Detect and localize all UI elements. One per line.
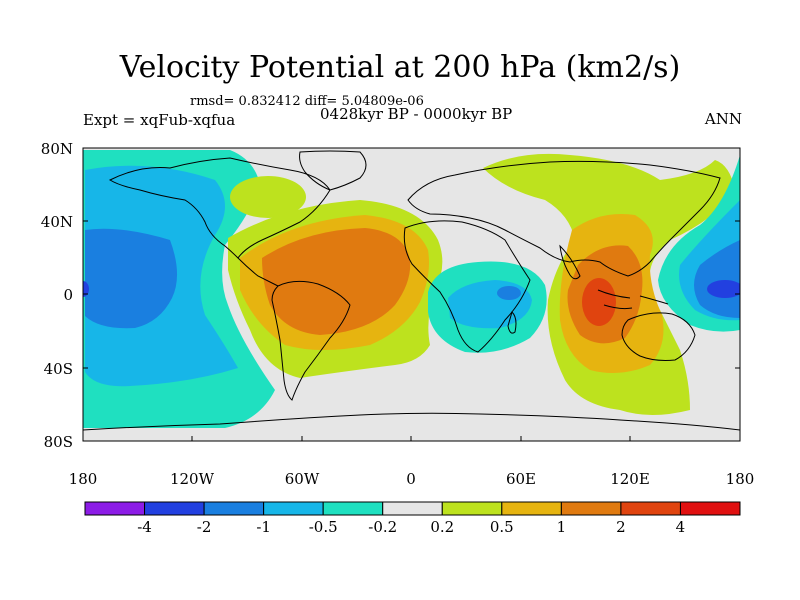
colorbar-label: 0.2	[430, 518, 455, 536]
colorbar-swatch	[84, 501, 146, 516]
colorbar-swatch	[382, 501, 443, 516]
colorbar-label: 2	[616, 518, 626, 536]
colorbar-swatch	[203, 501, 265, 516]
colorbar-label: -2	[196, 518, 212, 536]
season-label: ANN	[704, 110, 742, 128]
lat-label-80s: 80S	[43, 433, 73, 451]
lat-ticks	[83, 147, 740, 442]
colorbar-label: -0.5	[308, 518, 338, 536]
colorbar-swatch	[501, 501, 562, 516]
lon-label-120e: 120E	[610, 470, 650, 488]
coast-eurasia	[407, 160, 721, 277]
lon-label-180w: 180	[68, 470, 98, 488]
contour-neg-west-core	[85, 228, 178, 329]
lon-label-180e: 180	[725, 470, 755, 488]
colorbar-swatch	[263, 501, 324, 516]
colorbar-swatch	[679, 501, 741, 516]
lon-label-0: 0	[406, 470, 416, 488]
coast-maritime-continent	[597, 289, 669, 310]
colorbar-label: 1	[556, 518, 567, 536]
colorbar-label: -4	[137, 518, 152, 536]
colorbar-label: -0.2	[368, 518, 398, 536]
coast-central-america	[237, 257, 279, 287]
colorbar-swatch	[620, 501, 681, 516]
contour-neg-wpac-core	[694, 240, 740, 318]
coast-australia	[621, 312, 696, 361]
contour-pos-samerica-core	[262, 228, 411, 335]
contour-neg-west-spot	[83, 281, 89, 297]
coast-africa	[403, 220, 531, 353]
contour-fields	[83, 150, 740, 431]
lat-label-0: 0	[63, 286, 73, 304]
colorbar-label: 0.5	[489, 518, 514, 536]
lat-label-80n: 80N	[40, 140, 73, 158]
lon-label-60e: 60E	[505, 470, 537, 488]
chart-title: Velocity Potential at 200 hPa (km2/s)	[119, 50, 681, 85]
experiment-label: Expt = xqFub-xqfua	[83, 111, 236, 129]
colorbar-swatch	[144, 501, 205, 516]
contour-neg-africa-core	[497, 286, 521, 300]
coast-madagascar	[507, 311, 517, 334]
lon-label-120w: 120W	[169, 470, 215, 488]
coast-north-america	[108, 157, 331, 259]
colorbar-swatch	[560, 501, 622, 516]
colorbar-swatch	[441, 501, 503, 516]
coast-south-america	[271, 280, 351, 401]
colorbar-swatch	[322, 501, 384, 516]
colorbar	[84, 501, 741, 516]
colorbar-label: 4	[675, 518, 686, 536]
contour-neg-wpac-max	[707, 280, 740, 298]
contour-pos-indopac-max	[582, 278, 616, 326]
lon-ticks	[82, 436, 741, 441]
lat-label-40n: 40N	[40, 213, 73, 231]
lat-label-40s: 40S	[43, 360, 73, 378]
lon-label-60w: 60W	[284, 470, 320, 488]
coast-antarctica	[83, 412, 740, 431]
period-label: 0428kyr BP - 0000kyr BP	[320, 105, 513, 123]
colorbar-label: -1	[256, 518, 271, 536]
coast-greenland	[299, 150, 367, 191]
coastlines	[83, 150, 740, 431]
coast-india	[559, 244, 581, 280]
contour-pos-natl	[230, 176, 306, 218]
stats-line: rmsd= 0.832412 diff= 5.04809e-06	[190, 94, 424, 109]
